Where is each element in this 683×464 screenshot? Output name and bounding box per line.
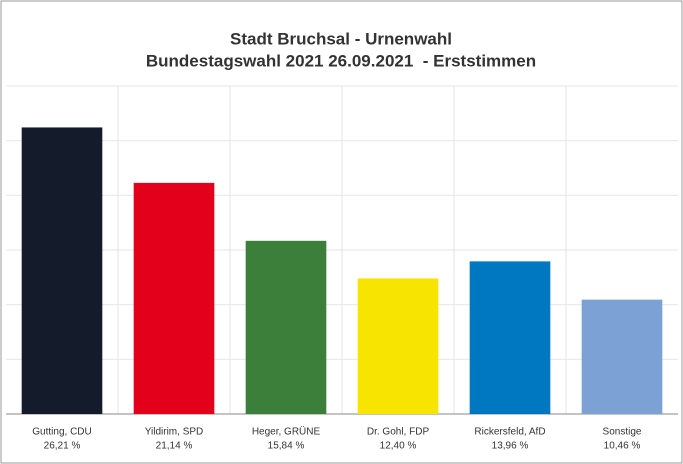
bar bbox=[357, 278, 439, 414]
x-tick-label: Yildirim, SPD bbox=[145, 427, 204, 438]
bar bbox=[581, 299, 663, 414]
bar bbox=[245, 240, 327, 414]
value-label: 21,14 % bbox=[156, 441, 193, 452]
bar bbox=[469, 261, 551, 414]
x-tick-label: Gutting, CDU bbox=[32, 427, 91, 438]
bar bbox=[133, 182, 215, 414]
chart-subtitle: Bundestagswahl 2021 26.09.2021 - Erststi… bbox=[146, 51, 536, 70]
x-tick-label: Heger, GRÜNE bbox=[252, 426, 321, 438]
value-label: 26,21 % bbox=[44, 441, 81, 452]
chart-title: Stadt Bruchsal - Urnenwahl bbox=[230, 29, 452, 48]
value-label: 13,96 % bbox=[492, 441, 529, 452]
bar bbox=[21, 127, 103, 415]
x-tick-label: Rickersfeld, AfD bbox=[474, 427, 545, 438]
value-label: 15,84 % bbox=[268, 441, 305, 452]
value-label: 12,40 % bbox=[380, 441, 417, 452]
x-tick-label: Dr. Gohl, FDP bbox=[367, 427, 430, 438]
value-label: 10,46 % bbox=[604, 441, 641, 452]
x-tick-label: Sonstige bbox=[603, 427, 642, 438]
